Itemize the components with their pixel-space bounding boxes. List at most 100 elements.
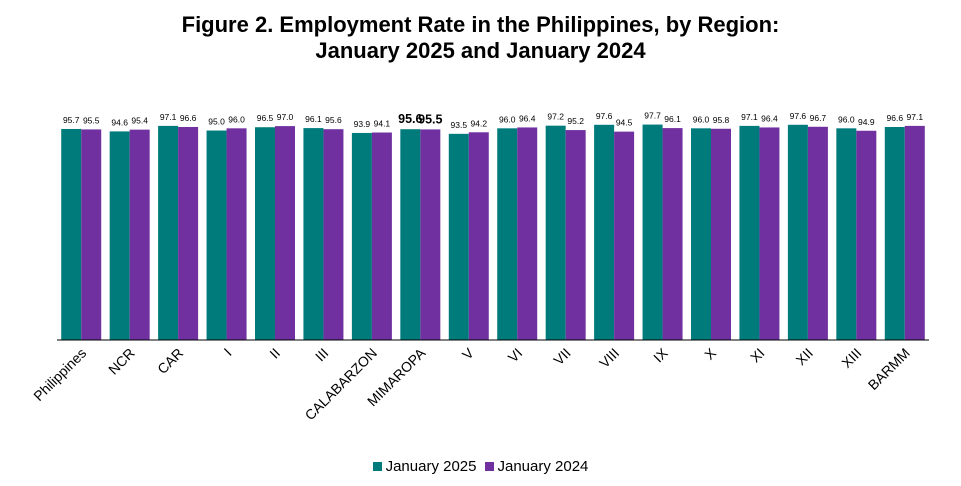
data-label-2024-car: 96.6 [180,113,197,123]
data-label-2024-vi: 96.4 [519,113,536,123]
data-label-2025-ii: 96.5 [257,113,274,123]
x-tick-label-philippines: Philippines [30,345,89,404]
data-label-2025-iii: 96.1 [305,114,322,124]
chart-legend: January 2025 January 2024 [0,458,961,475]
bar-2025-philippines [61,128,82,340]
data-label-2024-barmm: 97.1 [907,112,924,122]
data-label-2024-i: 96.0 [228,114,245,124]
bar-2024-ii [275,126,295,340]
bar-2025-ix [642,124,663,340]
legend-swatch-2024 [484,462,494,471]
legend-label-2025: January 2025 [385,458,477,475]
bar-2025-car [158,125,179,340]
data-label-2025-x: 96.0 [693,114,710,124]
bar-2025-xiii [836,128,857,340]
bar-2024-v [468,132,489,340]
x-tick-label-ii: II [266,345,283,362]
data-label-2025-car: 97.1 [160,112,177,122]
x-tick-label-ncr: NCR [105,345,138,378]
data-label-2024-x: 95.8 [713,115,730,125]
x-tick-label-vii: VII [550,345,573,368]
chart-title: Figure 2. Employment Rate in the Philipp… [0,12,961,64]
data-label-2024-ii: 97.0 [277,112,294,122]
bar-2025-xi [739,125,760,340]
bar-2025-ncr [109,131,130,340]
data-label-2024-philippines: 95.5 [83,115,100,125]
x-tick-label-ix: IX [650,344,671,365]
x-tick-label-vi: VI [505,345,526,366]
legend-swatch-2025 [372,462,382,471]
data-label-2025-xii: 97.6 [790,111,807,121]
x-tick-label-car: CAR [154,345,186,377]
bar-2024-xii [807,126,828,340]
data-label-2024-ncr: 95.4 [131,116,148,126]
data-label-2025-mimaropa: 95.6 [398,112,422,126]
bar-2025-vii [545,125,566,340]
data-label-2025-i: 95.0 [208,117,225,127]
bar-2024-barmm [904,125,925,340]
x-tick-label-calabarzon: CALABARZON [302,345,380,423]
data-label-2025-xi: 97.1 [741,112,758,122]
x-tick-label-iii: III [312,345,332,365]
x-tick-label-xii: XII [793,345,816,368]
chart-title-line-1: Figure 2. Employment Rate in the Philipp… [181,12,780,37]
bar-2024-calabarzon [371,132,392,340]
x-tick-label-xi: XI [747,345,768,366]
bar-2025-i [206,130,227,340]
bar-2025-viii [594,124,615,340]
bar-2025-ii [255,127,275,340]
data-label-2025-xiii: 96.0 [838,114,855,124]
bar-2024-mimaropa [420,129,441,340]
data-label-2025-v: 93.5 [451,120,468,130]
x-tick-label-xiii: XIII [838,345,864,371]
legend-label-2024: January 2024 [497,458,589,475]
data-label-2025-ix: 97.7 [644,111,661,121]
data-label-2025-barmm: 96.6 [887,113,904,123]
x-tick-label-v: V [459,344,477,362]
bar-2025-calabarzon [351,132,372,340]
bar-2024-x [711,128,731,340]
bar-2025-x [691,128,711,340]
data-label-2024-mimaropa: 95.5 [418,112,442,126]
bar-2024-viii [614,131,635,340]
data-label-2024-xii: 96.7 [810,113,827,123]
bar-2025-xii [787,124,808,340]
legend-item-2024: January 2024 [484,458,589,475]
data-label-2024-iii: 95.6 [325,115,342,125]
bar-2025-barmm [884,127,905,340]
data-label-2024-viii: 94.5 [616,118,633,128]
x-tick-label-x: X [701,344,719,362]
bar-2024-ix [662,128,683,340]
bar-2025-v [448,133,469,340]
bar-2024-philippines [81,129,102,340]
bar-2024-iii [323,129,344,340]
data-label-2024-xiii: 94.9 [858,117,875,127]
bar-2024-xiii [856,130,877,340]
bar-2024-xi [759,127,780,340]
bar-2024-vii [565,130,586,340]
bar-2025-mimaropa [400,129,421,340]
x-tick-label-i: I [221,345,235,359]
bar-2025-iii [303,128,324,340]
data-label-2024-ix: 96.1 [664,114,681,124]
data-label-2025-philippines: 95.7 [63,115,80,125]
data-label-2025-ncr: 94.6 [111,117,128,127]
bar-2024-car [178,127,199,340]
data-label-2024-vii: 95.2 [567,116,584,126]
chart-title-line-2: January 2025 and January 2024 [315,38,646,63]
legend-item-2025: January 2025 [372,458,477,475]
bar-2025-vi [497,128,518,340]
data-label-2025-viii: 97.6 [596,111,613,121]
data-label-2025-vii: 97.2 [547,112,564,122]
bar-2024-ncr [129,129,150,340]
data-label-2024-xi: 96.4 [761,113,778,123]
data-label-2025-calabarzon: 93.9 [354,119,371,129]
bar-2024-vi [517,127,538,340]
x-tick-label-viii: VIII [596,345,622,371]
bar-2024-i [226,128,247,340]
x-tick-label-barmm: BARMM [865,345,913,393]
data-label-2024-calabarzon: 94.1 [374,119,391,129]
data-label-2024-v: 94.2 [471,118,488,128]
data-label-2025-vi: 96.0 [499,114,516,124]
